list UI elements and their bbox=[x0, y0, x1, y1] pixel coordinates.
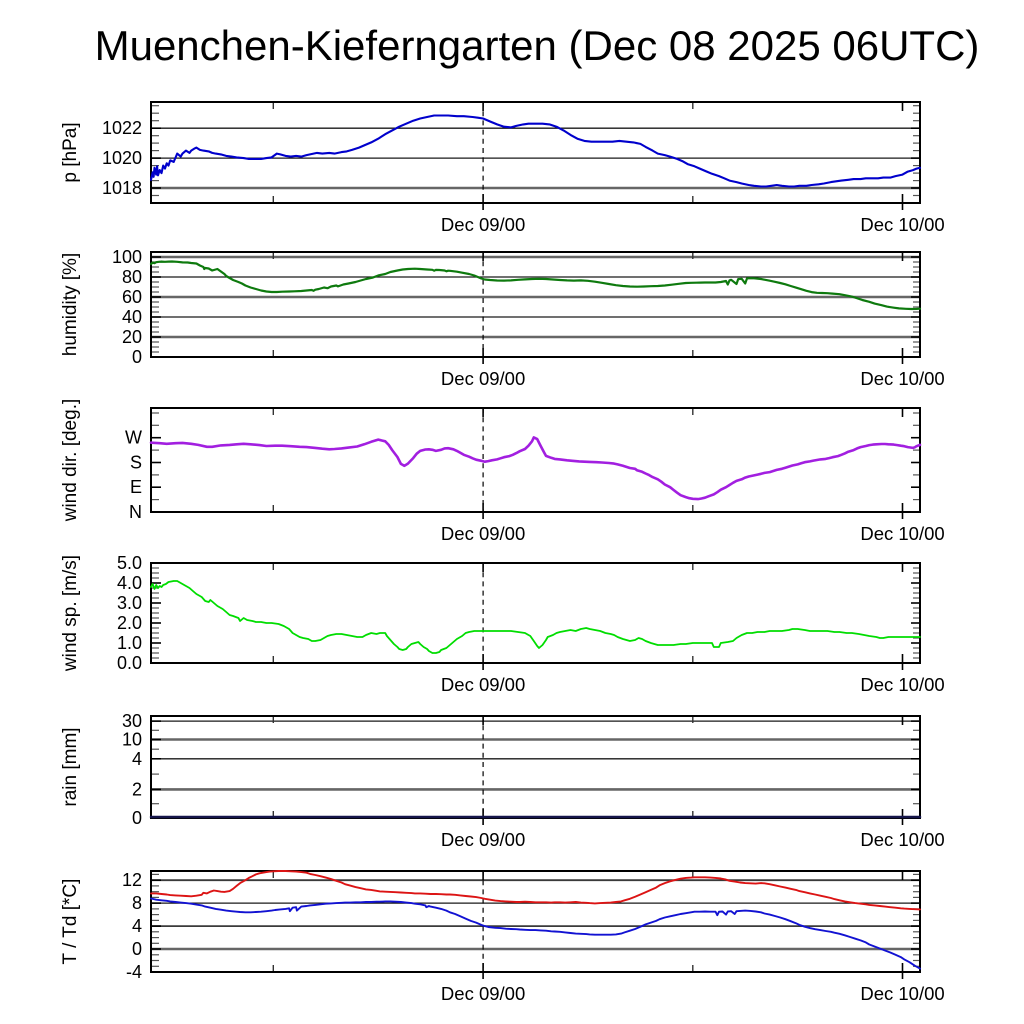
y-tick-label: 0 bbox=[132, 939, 142, 959]
y-tick-label: N bbox=[129, 502, 142, 522]
series-dew_point bbox=[150, 897, 921, 970]
x-tick-label: Dec 09/00 bbox=[441, 829, 525, 850]
y-tick-label: 8 bbox=[132, 893, 142, 913]
x-tick-label: Dec 09/00 bbox=[441, 523, 525, 544]
y-tick-label: 5.0 bbox=[117, 553, 142, 573]
y-tick-label: E bbox=[130, 477, 142, 497]
y-tick-label: 20 bbox=[122, 327, 142, 347]
y-tick-label: 1018 bbox=[102, 178, 142, 198]
y-tick-label: -4 bbox=[126, 962, 142, 982]
series-humidity bbox=[149, 260, 922, 311]
panel-frame bbox=[150, 101, 921, 204]
y-tick-label: 80 bbox=[122, 267, 142, 287]
y-tick-label: 10 bbox=[122, 730, 142, 750]
x-tick-label: Dec 10/00 bbox=[860, 523, 944, 544]
y-tick-label: 0.0 bbox=[117, 653, 142, 673]
y-axis-title-humidity: humidity [%] bbox=[60, 253, 81, 356]
x-tick-label: Dec 10/00 bbox=[860, 829, 944, 850]
panel-pressure: 1022 1020 1018 Dec 09/00 Dec 10/00 p [hPa] bbox=[60, 101, 945, 235]
page-title: Muenchen-Kieferngarten (Dec 08 2025 06UT… bbox=[94, 22, 980, 69]
y-tick-label: 60 bbox=[122, 287, 142, 307]
x-tick-label: Dec 09/00 bbox=[441, 214, 525, 235]
series-wind_direction bbox=[149, 436, 922, 501]
y-tick-label: 3.0 bbox=[117, 593, 142, 613]
series-temperature bbox=[150, 870, 921, 911]
y-tick-label: 0 bbox=[132, 808, 142, 828]
y-axis-title-t_td: T / Td [*C] bbox=[60, 879, 81, 965]
panel-t_td: 12 8 4 0 -4 Dec 09/00 Dec 10/00 T / Td [*C] bbox=[60, 870, 945, 1004]
x-tick-label: Dec 10/00 bbox=[860, 983, 944, 1004]
x-tick-label: Dec 09/00 bbox=[441, 674, 525, 695]
panel-frame bbox=[150, 715, 921, 819]
series-wind_speed bbox=[150, 580, 921, 654]
y-tick-label: S bbox=[130, 453, 142, 473]
series-pressure bbox=[149, 114, 922, 188]
y-tick-label: 2 bbox=[132, 779, 142, 799]
x-tick-label: Dec 10/00 bbox=[860, 368, 944, 389]
y-tick-label: 4 bbox=[132, 916, 142, 936]
y-axis-title-wind_direction: wind dir. [deg.] bbox=[60, 399, 81, 523]
y-axis-title-wind_speed: wind sp. [m/s] bbox=[60, 555, 81, 672]
panel-frame bbox=[150, 562, 921, 664]
y-tick-label: 1020 bbox=[102, 148, 142, 168]
panel-frame bbox=[150, 870, 921, 973]
y-tick-label: W bbox=[125, 428, 142, 448]
y-tick-label: 30 bbox=[122, 711, 142, 731]
panel-frame bbox=[150, 251, 921, 358]
x-tick-label: Dec 10/00 bbox=[860, 674, 944, 695]
y-tick-label: 4.0 bbox=[117, 573, 142, 593]
x-tick-label: Dec 09/00 bbox=[441, 368, 525, 389]
y-tick-label: 100 bbox=[112, 247, 142, 267]
y-axis-title-rain: rain [mm] bbox=[60, 727, 81, 806]
y-axis-title-pressure: p [hPa] bbox=[60, 122, 81, 182]
y-tick-label: 1022 bbox=[102, 118, 142, 138]
x-tick-label: Dec 09/00 bbox=[441, 983, 525, 1004]
y-tick-label: 0 bbox=[132, 347, 142, 367]
y-tick-label: 1.0 bbox=[117, 633, 142, 653]
panel-frame bbox=[150, 407, 921, 513]
y-tick-label: 12 bbox=[122, 870, 142, 890]
y-tick-label: 40 bbox=[122, 307, 142, 327]
y-tick-label: 4 bbox=[132, 749, 142, 769]
x-tick-label: Dec 10/00 bbox=[860, 214, 944, 235]
panel-wind_speed: 5.04.03.02.01.00.0 Dec 09/00 Dec 10/00 wind… bbox=[60, 553, 945, 695]
y-tick-label: 2.0 bbox=[117, 613, 142, 633]
